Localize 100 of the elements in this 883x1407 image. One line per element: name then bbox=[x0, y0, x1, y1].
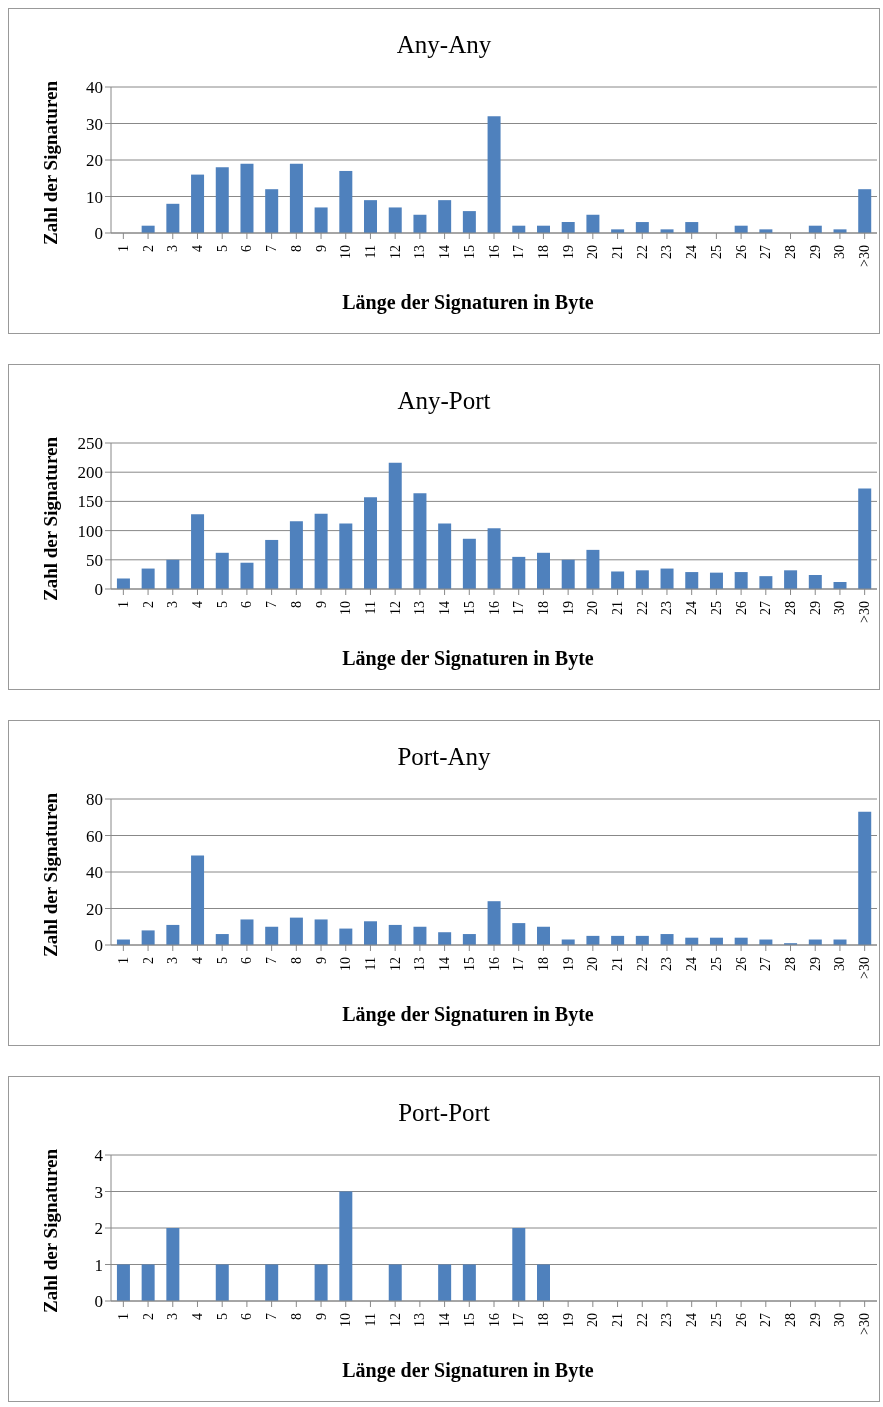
x-tick-label: 27 bbox=[758, 601, 774, 615]
x-tick-label: 24 bbox=[684, 1313, 700, 1327]
x-tick-label: 18 bbox=[535, 1313, 551, 1327]
x-tick-label: 19 bbox=[560, 245, 576, 259]
x-tick-label: 22 bbox=[634, 601, 650, 615]
x-tick-label: 23 bbox=[659, 957, 675, 971]
y-tick-label: 50 bbox=[86, 550, 103, 570]
x-tick-label: 5 bbox=[214, 601, 230, 608]
y-tick-label: 20 bbox=[86, 151, 103, 171]
x-tick-label: 12 bbox=[387, 601, 403, 615]
x-tick-label: 18 bbox=[535, 601, 551, 615]
x-tick-label: 28 bbox=[783, 601, 799, 615]
x-tick-label: 4 bbox=[189, 957, 205, 964]
x-tick-label: 2 bbox=[140, 245, 156, 252]
chart-title: Any-Port bbox=[396, 387, 492, 415]
x-tick-label: 5 bbox=[214, 1313, 230, 1320]
x-tick-label: 30 bbox=[832, 957, 848, 971]
x-tick-label: 3 bbox=[165, 957, 181, 964]
x-tick-label: 1 bbox=[115, 245, 131, 252]
x-tick-label: 27 bbox=[758, 957, 774, 971]
x-tick-label: 4 bbox=[189, 601, 205, 608]
x-tick-label: 17 bbox=[511, 957, 527, 971]
x-tick-label: >30 bbox=[857, 601, 873, 623]
x-tick-label: 29 bbox=[807, 957, 823, 971]
x-tick-label: 27 bbox=[758, 1313, 774, 1327]
x-tick-label: 10 bbox=[338, 245, 354, 259]
x-tick-label: 12 bbox=[387, 957, 403, 971]
x-tick-label: 7 bbox=[264, 601, 280, 608]
y-tick-label: 0 bbox=[94, 224, 103, 244]
x-tick-label: 19 bbox=[560, 957, 576, 971]
x-tick-label: 10 bbox=[338, 601, 354, 615]
x-tick-label: 30 bbox=[832, 601, 848, 615]
x-tick-label: 8 bbox=[288, 957, 304, 964]
x-tick-label: 9 bbox=[313, 957, 329, 964]
x-tick-label: 6 bbox=[239, 601, 255, 608]
x-tick-label: 11 bbox=[362, 957, 378, 971]
chart-title: Any-Any bbox=[395, 31, 493, 59]
x-tick-label: 12 bbox=[387, 245, 403, 259]
y-tick-label: 80 bbox=[86, 790, 103, 810]
x-tick-label: 14 bbox=[437, 245, 453, 259]
x-axis-title: Länge der Signaturen in Byte bbox=[341, 1359, 595, 1382]
x-tick-label: 12 bbox=[387, 1313, 403, 1327]
x-tick-label: 20 bbox=[585, 957, 601, 971]
x-tick-label: 8 bbox=[288, 601, 304, 608]
x-tick-label: 21 bbox=[610, 957, 626, 971]
x-tick-label: 16 bbox=[486, 245, 502, 259]
y-tick-label: 200 bbox=[77, 463, 103, 483]
x-tick-label: 1 bbox=[115, 601, 131, 608]
x-tick-label: 13 bbox=[412, 601, 428, 615]
x-tick-label: 9 bbox=[313, 245, 329, 252]
x-tick-label: 13 bbox=[412, 1313, 428, 1327]
x-tick-label: 10 bbox=[338, 1313, 354, 1327]
x-tick-label: 18 bbox=[535, 957, 551, 971]
y-tick-label: 10 bbox=[86, 187, 103, 207]
y-tick-label: 2 bbox=[94, 1219, 103, 1239]
y-tick-label: 30 bbox=[86, 114, 103, 134]
x-tick-label: 25 bbox=[708, 957, 724, 971]
x-tick-label: 11 bbox=[362, 245, 378, 259]
x-tick-label: 13 bbox=[412, 245, 428, 259]
x-tick-label: 28 bbox=[783, 1313, 799, 1327]
x-tick-label: 26 bbox=[733, 245, 749, 259]
x-tick-label: 15 bbox=[461, 1313, 477, 1327]
x-tick-label: 1 bbox=[115, 1313, 131, 1320]
y-axis-title: Zahl der Signaturen bbox=[40, 792, 62, 957]
x-tick-label: 16 bbox=[486, 957, 502, 971]
x-tick-label: 25 bbox=[708, 1313, 724, 1327]
y-axis-title: Zahl der Signaturen bbox=[40, 80, 62, 245]
x-tick-label: 7 bbox=[264, 1313, 280, 1320]
x-tick-label: 11 bbox=[362, 601, 378, 615]
x-tick-label: 16 bbox=[486, 601, 502, 615]
x-axis-title: Länge der Signaturen in Byte bbox=[341, 291, 595, 314]
y-tick-label: 20 bbox=[86, 899, 103, 919]
x-tick-label: 22 bbox=[634, 1313, 650, 1327]
y-tick-label: 0 bbox=[94, 1292, 103, 1312]
x-tick-label: 4 bbox=[189, 1313, 205, 1320]
x-tick-label: 6 bbox=[239, 245, 255, 252]
x-tick-label: 6 bbox=[239, 1313, 255, 1320]
x-tick-label: 8 bbox=[288, 1313, 304, 1320]
x-tick-label: 24 bbox=[684, 957, 700, 971]
x-tick-label: 22 bbox=[634, 957, 650, 971]
x-tick-label: 23 bbox=[659, 1313, 675, 1327]
x-tick-label: 30 bbox=[832, 245, 848, 259]
x-tick-label: 23 bbox=[659, 601, 675, 615]
y-tick-label: 40 bbox=[86, 863, 103, 883]
x-tick-label: 29 bbox=[807, 245, 823, 259]
x-tick-label: 6 bbox=[239, 957, 255, 964]
y-tick-label: 4 bbox=[94, 1146, 104, 1166]
x-tick-label: 4 bbox=[189, 245, 205, 252]
x-tick-label: 21 bbox=[610, 601, 626, 615]
chart-title: Port-Port bbox=[397, 1099, 491, 1127]
x-tick-label: 1 bbox=[115, 957, 131, 964]
x-tick-label: 17 bbox=[511, 601, 527, 615]
x-tick-label: 5 bbox=[214, 957, 230, 964]
x-tick-label: >30 bbox=[857, 1313, 873, 1335]
x-tick-label: 3 bbox=[165, 601, 181, 608]
x-tick-label: 19 bbox=[560, 1313, 576, 1327]
x-tick-label: 8 bbox=[288, 245, 304, 252]
x-tick-label: 25 bbox=[708, 245, 724, 259]
y-tick-label: 60 bbox=[86, 826, 103, 846]
x-tick-label: >30 bbox=[857, 245, 873, 267]
